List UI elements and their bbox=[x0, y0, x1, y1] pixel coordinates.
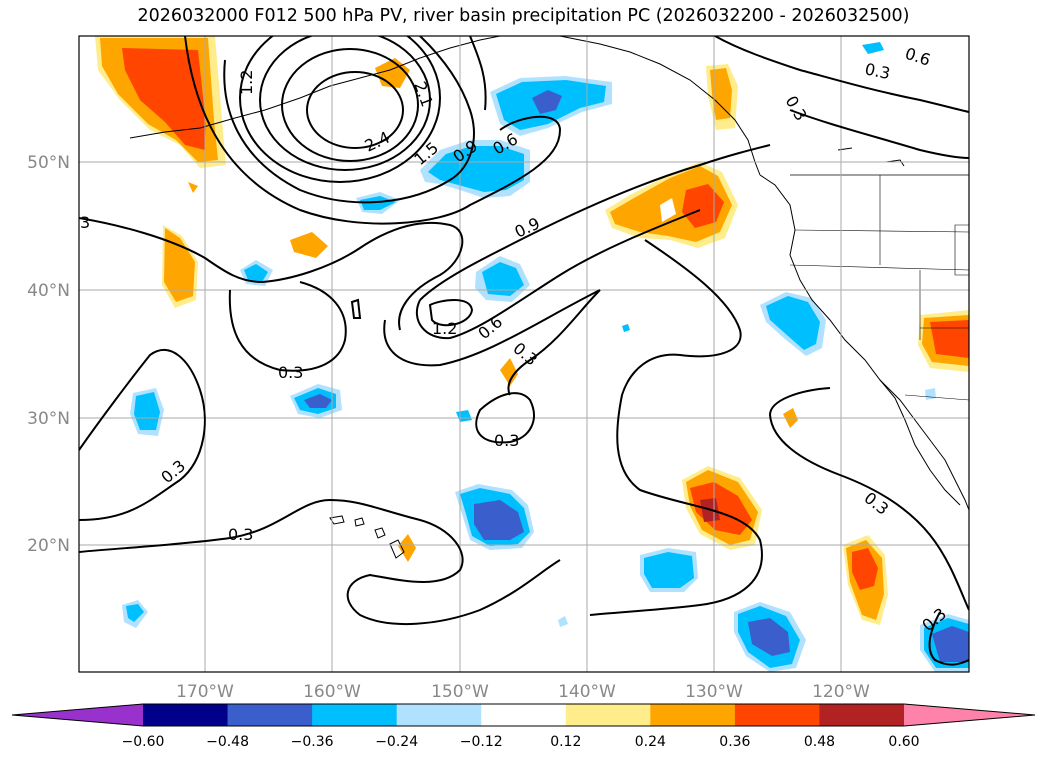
lat-label: 40°N bbox=[27, 281, 70, 301]
colorbar-segment bbox=[481, 704, 567, 726]
colorbar-segment bbox=[396, 704, 482, 726]
map-frame bbox=[78, 35, 970, 673]
coastline-layer bbox=[129, 36, 969, 559]
contour-label: 0.3 bbox=[278, 363, 303, 382]
contour-label: 0.3 bbox=[509, 339, 541, 370]
colorbar-extend-right bbox=[904, 704, 1035, 726]
colorbar-segment bbox=[819, 704, 905, 726]
lat-labels: 50°N 40°N 30°N 20°N bbox=[27, 153, 70, 556]
colorbar-tick-label: 0.24 bbox=[635, 734, 666, 750]
contour-label: 0.6 bbox=[474, 312, 506, 343]
contour-label: 0.3 bbox=[861, 488, 893, 519]
colorbar-tick-label: 0.36 bbox=[719, 734, 750, 750]
colorbar-tick-label: −0.36 bbox=[291, 734, 334, 750]
contour-label: 2.1 bbox=[410, 79, 437, 109]
colorbar-outline bbox=[11, 703, 1036, 727]
contour-label: 0.3 bbox=[782, 93, 811, 125]
contour-label: 0.6 bbox=[903, 44, 933, 70]
contour-label: 0.3 bbox=[494, 431, 519, 450]
lon-label: 120°W bbox=[812, 682, 870, 702]
colorbar-segment bbox=[312, 704, 398, 726]
map-area: 1.2 2.1 2.4 1.5 0.9 0.6 0.6 0.3 0.3 3 0.… bbox=[79, 36, 969, 672]
colorbar-tick-label: −0.48 bbox=[206, 734, 249, 750]
colorbar-tick-label: −0.60 bbox=[122, 734, 165, 750]
lat-label: 30°N bbox=[27, 409, 70, 429]
lon-label: 130°W bbox=[685, 682, 743, 702]
colorbar-segment bbox=[734, 704, 820, 726]
lat-label: 50°N bbox=[27, 153, 70, 173]
contour-label: 1.2 bbox=[237, 70, 256, 95]
lon-label: 150°W bbox=[431, 682, 489, 702]
pv-contours bbox=[79, 36, 969, 666]
lon-label: 160°W bbox=[303, 682, 361, 702]
colorbar-tick-label: 0.48 bbox=[804, 734, 835, 750]
contour-label: 0.9 bbox=[512, 214, 543, 242]
map-title: 2026032000 F012 500 hPa PV, river basin … bbox=[137, 6, 910, 26]
colorbar-tick-label: 0.60 bbox=[888, 734, 919, 750]
colorbar: −0.60 −0.48 −0.36 −0.24 −0.12 0.12 0.24 0.36 0.4… bbox=[11, 703, 1036, 750]
colorbar-extend-left bbox=[12, 704, 143, 726]
contour-label: 0.3 bbox=[863, 59, 892, 83]
contour-label: 3 bbox=[80, 213, 90, 232]
colorbar-tick-label: −0.12 bbox=[460, 734, 503, 750]
lon-labels: 170°W 160°W 150°W 140°W 130°W 120°W bbox=[176, 682, 870, 702]
graticule bbox=[79, 36, 969, 672]
contour-label: 0.3 bbox=[228, 525, 253, 544]
lon-label: 170°W bbox=[176, 682, 234, 702]
colorbar-tick-label: 0.12 bbox=[550, 734, 581, 750]
contour-label: 1.2 bbox=[432, 319, 457, 338]
lon-label: 140°W bbox=[558, 682, 616, 702]
contour-label: 0.3 bbox=[157, 456, 189, 487]
colorbar-segment bbox=[227, 704, 313, 726]
colorbar-segment bbox=[565, 704, 651, 726]
precip-fill-layer bbox=[95, 36, 969, 672]
colorbar-tick-label: −0.24 bbox=[375, 734, 418, 750]
colorbar-segment bbox=[650, 704, 736, 726]
lat-label: 20°N bbox=[27, 536, 70, 556]
colorbar-segment bbox=[143, 704, 229, 726]
